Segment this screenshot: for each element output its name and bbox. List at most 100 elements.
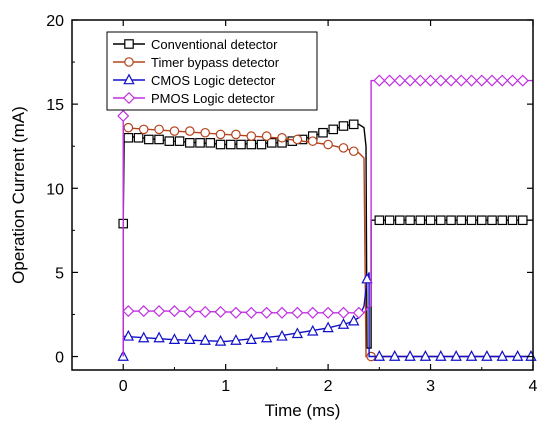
data-point xyxy=(200,127,210,138)
data-point xyxy=(122,305,135,318)
data-point xyxy=(525,350,537,361)
data-point xyxy=(260,331,273,343)
x-tick-label: 0 xyxy=(119,378,128,395)
y-tick-label: 20 xyxy=(46,13,64,30)
data-point xyxy=(466,215,477,226)
data-point xyxy=(373,74,386,87)
data-point xyxy=(395,215,405,226)
data-point xyxy=(230,334,242,345)
data-point xyxy=(277,132,287,143)
y-axis-label: Operation Current (mA) xyxy=(9,106,28,284)
data-point xyxy=(338,121,349,131)
data-point xyxy=(511,350,524,361)
data-point xyxy=(185,138,195,148)
data-point xyxy=(436,215,446,226)
data-point xyxy=(348,119,359,130)
data-point xyxy=(245,333,257,345)
data-point xyxy=(168,333,181,345)
data-point xyxy=(475,74,488,87)
legend-entry: CMOS Logic detector xyxy=(113,73,276,88)
data-point xyxy=(215,139,226,150)
y-tick-label: 0 xyxy=(55,350,64,367)
series-line xyxy=(122,272,533,358)
data-point xyxy=(414,74,427,87)
x-tick-label: 4 xyxy=(529,378,538,395)
data-point xyxy=(123,132,134,143)
data-point xyxy=(195,138,205,148)
data-point xyxy=(153,331,165,343)
data-point xyxy=(497,215,508,226)
data-point xyxy=(444,74,458,87)
legend-marker xyxy=(124,57,134,67)
data-point xyxy=(256,139,267,150)
axes: 0 1 2 3 4 0 5 10 15 20 xyxy=(46,13,537,395)
data-point xyxy=(215,129,226,140)
data-point xyxy=(434,74,447,87)
data-point xyxy=(455,74,468,87)
data-point xyxy=(373,350,386,361)
data-point xyxy=(229,306,242,319)
data-point xyxy=(168,305,181,318)
data-point xyxy=(450,350,462,361)
data-point xyxy=(307,324,319,336)
data-point xyxy=(184,333,196,345)
data-point xyxy=(138,124,149,135)
data-point xyxy=(306,306,319,319)
data-point xyxy=(465,74,478,87)
data-point xyxy=(245,306,258,319)
data-point xyxy=(133,132,144,143)
data-point xyxy=(138,331,150,343)
data-point xyxy=(338,143,349,153)
data-point xyxy=(389,350,401,361)
data-point xyxy=(214,305,227,318)
data-point xyxy=(393,74,406,87)
data-point xyxy=(185,126,195,136)
data-point xyxy=(337,318,350,329)
data-point xyxy=(266,138,277,148)
data-point xyxy=(374,215,385,226)
data-point xyxy=(236,139,246,150)
data-point xyxy=(291,306,304,319)
data-point xyxy=(415,215,426,226)
data-point xyxy=(117,109,130,122)
data-point xyxy=(318,127,328,138)
data-point xyxy=(348,314,360,326)
data-point xyxy=(481,350,493,361)
data-point xyxy=(276,329,288,341)
y-tick-label: 10 xyxy=(46,181,64,198)
data-point xyxy=(348,146,359,157)
data-point xyxy=(465,350,478,361)
data-point xyxy=(205,138,216,148)
x-axis-label: Time (ms) xyxy=(265,401,341,420)
data-point xyxy=(260,306,273,319)
data-point xyxy=(419,350,432,361)
data-point xyxy=(328,124,339,135)
data-point xyxy=(476,215,487,226)
data-point xyxy=(383,74,396,87)
data-point xyxy=(516,74,529,87)
data-point xyxy=(517,215,528,226)
plot-frame xyxy=(71,19,534,371)
data-point xyxy=(405,215,415,226)
data-point xyxy=(323,139,333,150)
data-point xyxy=(496,74,509,87)
data-point xyxy=(425,215,436,226)
data-point xyxy=(246,131,257,141)
data-point xyxy=(231,129,241,140)
data-point xyxy=(137,305,150,318)
data-point xyxy=(361,272,373,284)
legend-marker xyxy=(123,73,135,85)
legend-entry: PMOS Logic detector xyxy=(113,91,275,106)
data-point xyxy=(507,215,518,226)
data-point xyxy=(384,215,395,226)
data-point xyxy=(225,139,236,150)
data-point xyxy=(337,306,350,319)
data-point xyxy=(199,305,212,318)
data-point xyxy=(144,134,154,145)
data-point xyxy=(246,139,257,150)
data-point xyxy=(169,126,180,136)
legend-box xyxy=(106,31,318,111)
data-point xyxy=(292,134,303,145)
data-point xyxy=(322,321,334,333)
